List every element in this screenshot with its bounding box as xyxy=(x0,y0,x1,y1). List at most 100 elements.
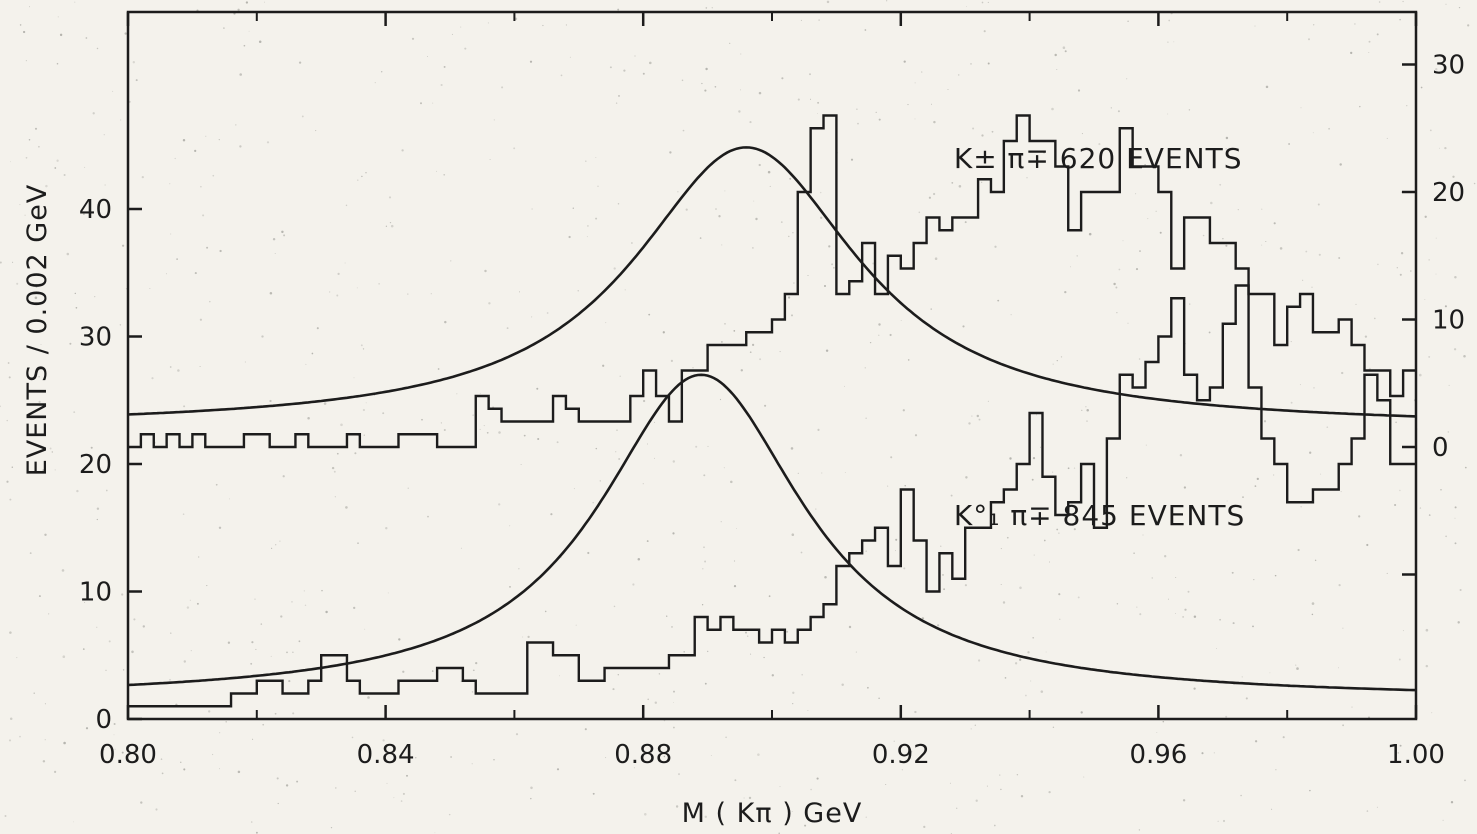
speckle-dot xyxy=(1048,790,1051,794)
speckle-dot xyxy=(180,761,182,763)
speckle-dot xyxy=(121,751,124,754)
speckle-dot xyxy=(1052,363,1054,365)
speckle-dot xyxy=(1396,267,1398,269)
speckle-dot xyxy=(893,740,895,742)
speckle-dot xyxy=(8,739,12,742)
speckle-dot xyxy=(1019,586,1022,590)
speckle-dot xyxy=(344,262,346,264)
speckle-dot xyxy=(112,90,114,92)
speckle-dot xyxy=(1366,810,1369,812)
speckle-dot xyxy=(63,173,66,177)
speckle-dot xyxy=(1311,613,1314,616)
speckle-dot xyxy=(1240,794,1242,797)
speckle-dot xyxy=(434,832,436,834)
speckle-dot xyxy=(1000,548,1002,550)
speckle-dot xyxy=(749,121,752,124)
speckle-dot xyxy=(362,408,365,412)
speckle-dot xyxy=(484,269,487,273)
speckle-dot xyxy=(298,61,302,64)
speckle-dot xyxy=(970,63,972,65)
x-axis-ticks: 0.80 0.84 0.88 0.92 0.96 1.00 xyxy=(99,12,1445,770)
speckle-dot xyxy=(928,196,932,199)
speckle-dot xyxy=(825,349,829,352)
speckle-dot xyxy=(1070,266,1072,268)
speckle-dot xyxy=(431,670,434,672)
speckle-dot xyxy=(1359,105,1361,108)
speckle-dot xyxy=(869,341,872,344)
speckle-dot xyxy=(1164,555,1167,558)
speckle-dot xyxy=(471,691,474,693)
speckle-dot xyxy=(57,16,59,18)
speckle-dot xyxy=(544,610,547,613)
speckle-dot xyxy=(363,434,365,436)
speckle-dot xyxy=(336,294,339,297)
speckle-dot xyxy=(7,362,10,364)
speckle-dot xyxy=(779,786,781,788)
speckle-dot xyxy=(933,120,936,124)
speckle-dot xyxy=(1402,0,1404,3)
speckle-dot xyxy=(27,257,30,260)
speckle-dot xyxy=(800,551,803,554)
speckle-dot xyxy=(357,542,359,544)
speckle-dot xyxy=(142,625,145,628)
speckle-dot xyxy=(556,441,559,444)
speckle-dot xyxy=(789,177,792,180)
speckle-dot xyxy=(229,498,230,500)
speckle-dot xyxy=(856,108,858,110)
speckle-dot xyxy=(747,635,749,637)
speckle-dot xyxy=(1288,143,1291,145)
speckle-dot xyxy=(675,805,679,808)
speckle-dot xyxy=(6,480,9,483)
speckle-dot xyxy=(1127,322,1129,324)
speckle-dot xyxy=(615,102,618,104)
speckle-dot xyxy=(903,60,906,63)
speckle-dot xyxy=(182,513,185,515)
speckle-dot xyxy=(132,61,135,64)
speckle-dot xyxy=(1225,148,1227,150)
speckle-dot xyxy=(878,697,880,700)
speckle-dot xyxy=(291,601,293,603)
speckle-dot xyxy=(1076,255,1078,257)
speckle-dot xyxy=(981,134,984,137)
speckle-dot xyxy=(177,369,180,372)
speckle-dot xyxy=(818,19,820,21)
speckle-dot xyxy=(1282,736,1285,739)
speckle-dot xyxy=(1167,41,1169,43)
speckle-dot xyxy=(923,825,926,829)
speckle-dot xyxy=(1201,752,1204,755)
speckle-dot xyxy=(887,485,889,487)
speckle-dot xyxy=(972,127,975,130)
speckle-dot xyxy=(0,261,2,264)
speckle-dot xyxy=(1464,779,1466,782)
speckle-dot xyxy=(1302,279,1304,281)
speckle-dot xyxy=(966,5,968,7)
speckle-dot xyxy=(321,589,323,592)
speckle-dot xyxy=(255,831,258,834)
speckle-dot xyxy=(239,145,242,148)
speckle-dot xyxy=(1126,477,1128,479)
speckle-dot xyxy=(387,592,389,594)
y-left-axis-ticks: 0 10 20 30 40 xyxy=(79,195,142,735)
speckle-dot xyxy=(135,79,138,82)
speckle-dot xyxy=(1147,218,1149,220)
speckle-dot xyxy=(219,768,221,770)
speckle-dot xyxy=(1317,203,1320,206)
speckle-dot xyxy=(1274,574,1277,577)
speckle-dot xyxy=(427,56,429,57)
speckle-dot xyxy=(28,282,30,285)
speckle-dot xyxy=(711,7,713,9)
speckle-dot xyxy=(791,533,795,536)
speckle-dot xyxy=(501,86,504,89)
speckle-dot xyxy=(1290,401,1293,404)
speckle-dot xyxy=(176,258,178,260)
speckle-dot xyxy=(1339,163,1342,166)
speckle-dot xyxy=(1232,622,1235,625)
speckle-dot xyxy=(443,65,446,68)
speckle-dot xyxy=(307,417,310,420)
speckle-dot xyxy=(968,422,971,425)
speckle-dot xyxy=(1219,618,1221,621)
speckle-dot xyxy=(1226,500,1228,502)
speckle-dot xyxy=(807,274,809,277)
speckle-dot xyxy=(816,777,819,780)
speckle-dot xyxy=(59,33,63,37)
